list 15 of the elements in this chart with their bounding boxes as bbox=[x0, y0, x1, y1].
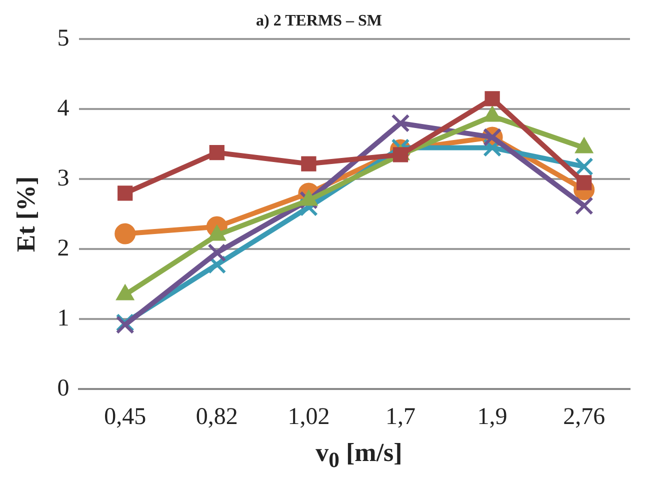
x-tick-label: 2,76 bbox=[563, 404, 606, 430]
x-tick-label: 1,9 bbox=[477, 404, 508, 430]
y-axis-title: Et [%] bbox=[11, 176, 40, 252]
chart-title: a) 2 TERMS – SM bbox=[256, 12, 382, 30]
x-tick-label: 0,45 bbox=[104, 404, 146, 430]
y-tick-label: 0 bbox=[57, 375, 70, 402]
x-axis-title: v$_{0}$ [m/s] bbox=[314, 438, 404, 474]
x-tick-label: 1,02 bbox=[288, 404, 330, 430]
x-tick-label: 1,7 bbox=[386, 404, 416, 430]
x-tick-label: 0,82 bbox=[196, 404, 238, 430]
y-tick-label: 3 bbox=[57, 165, 70, 192]
y-tick-label: 4 bbox=[57, 95, 70, 122]
y-tick-label: 1 bbox=[57, 305, 70, 332]
y-tick-label: 5 bbox=[57, 25, 70, 52]
y-tick-label: 2 bbox=[57, 235, 70, 262]
